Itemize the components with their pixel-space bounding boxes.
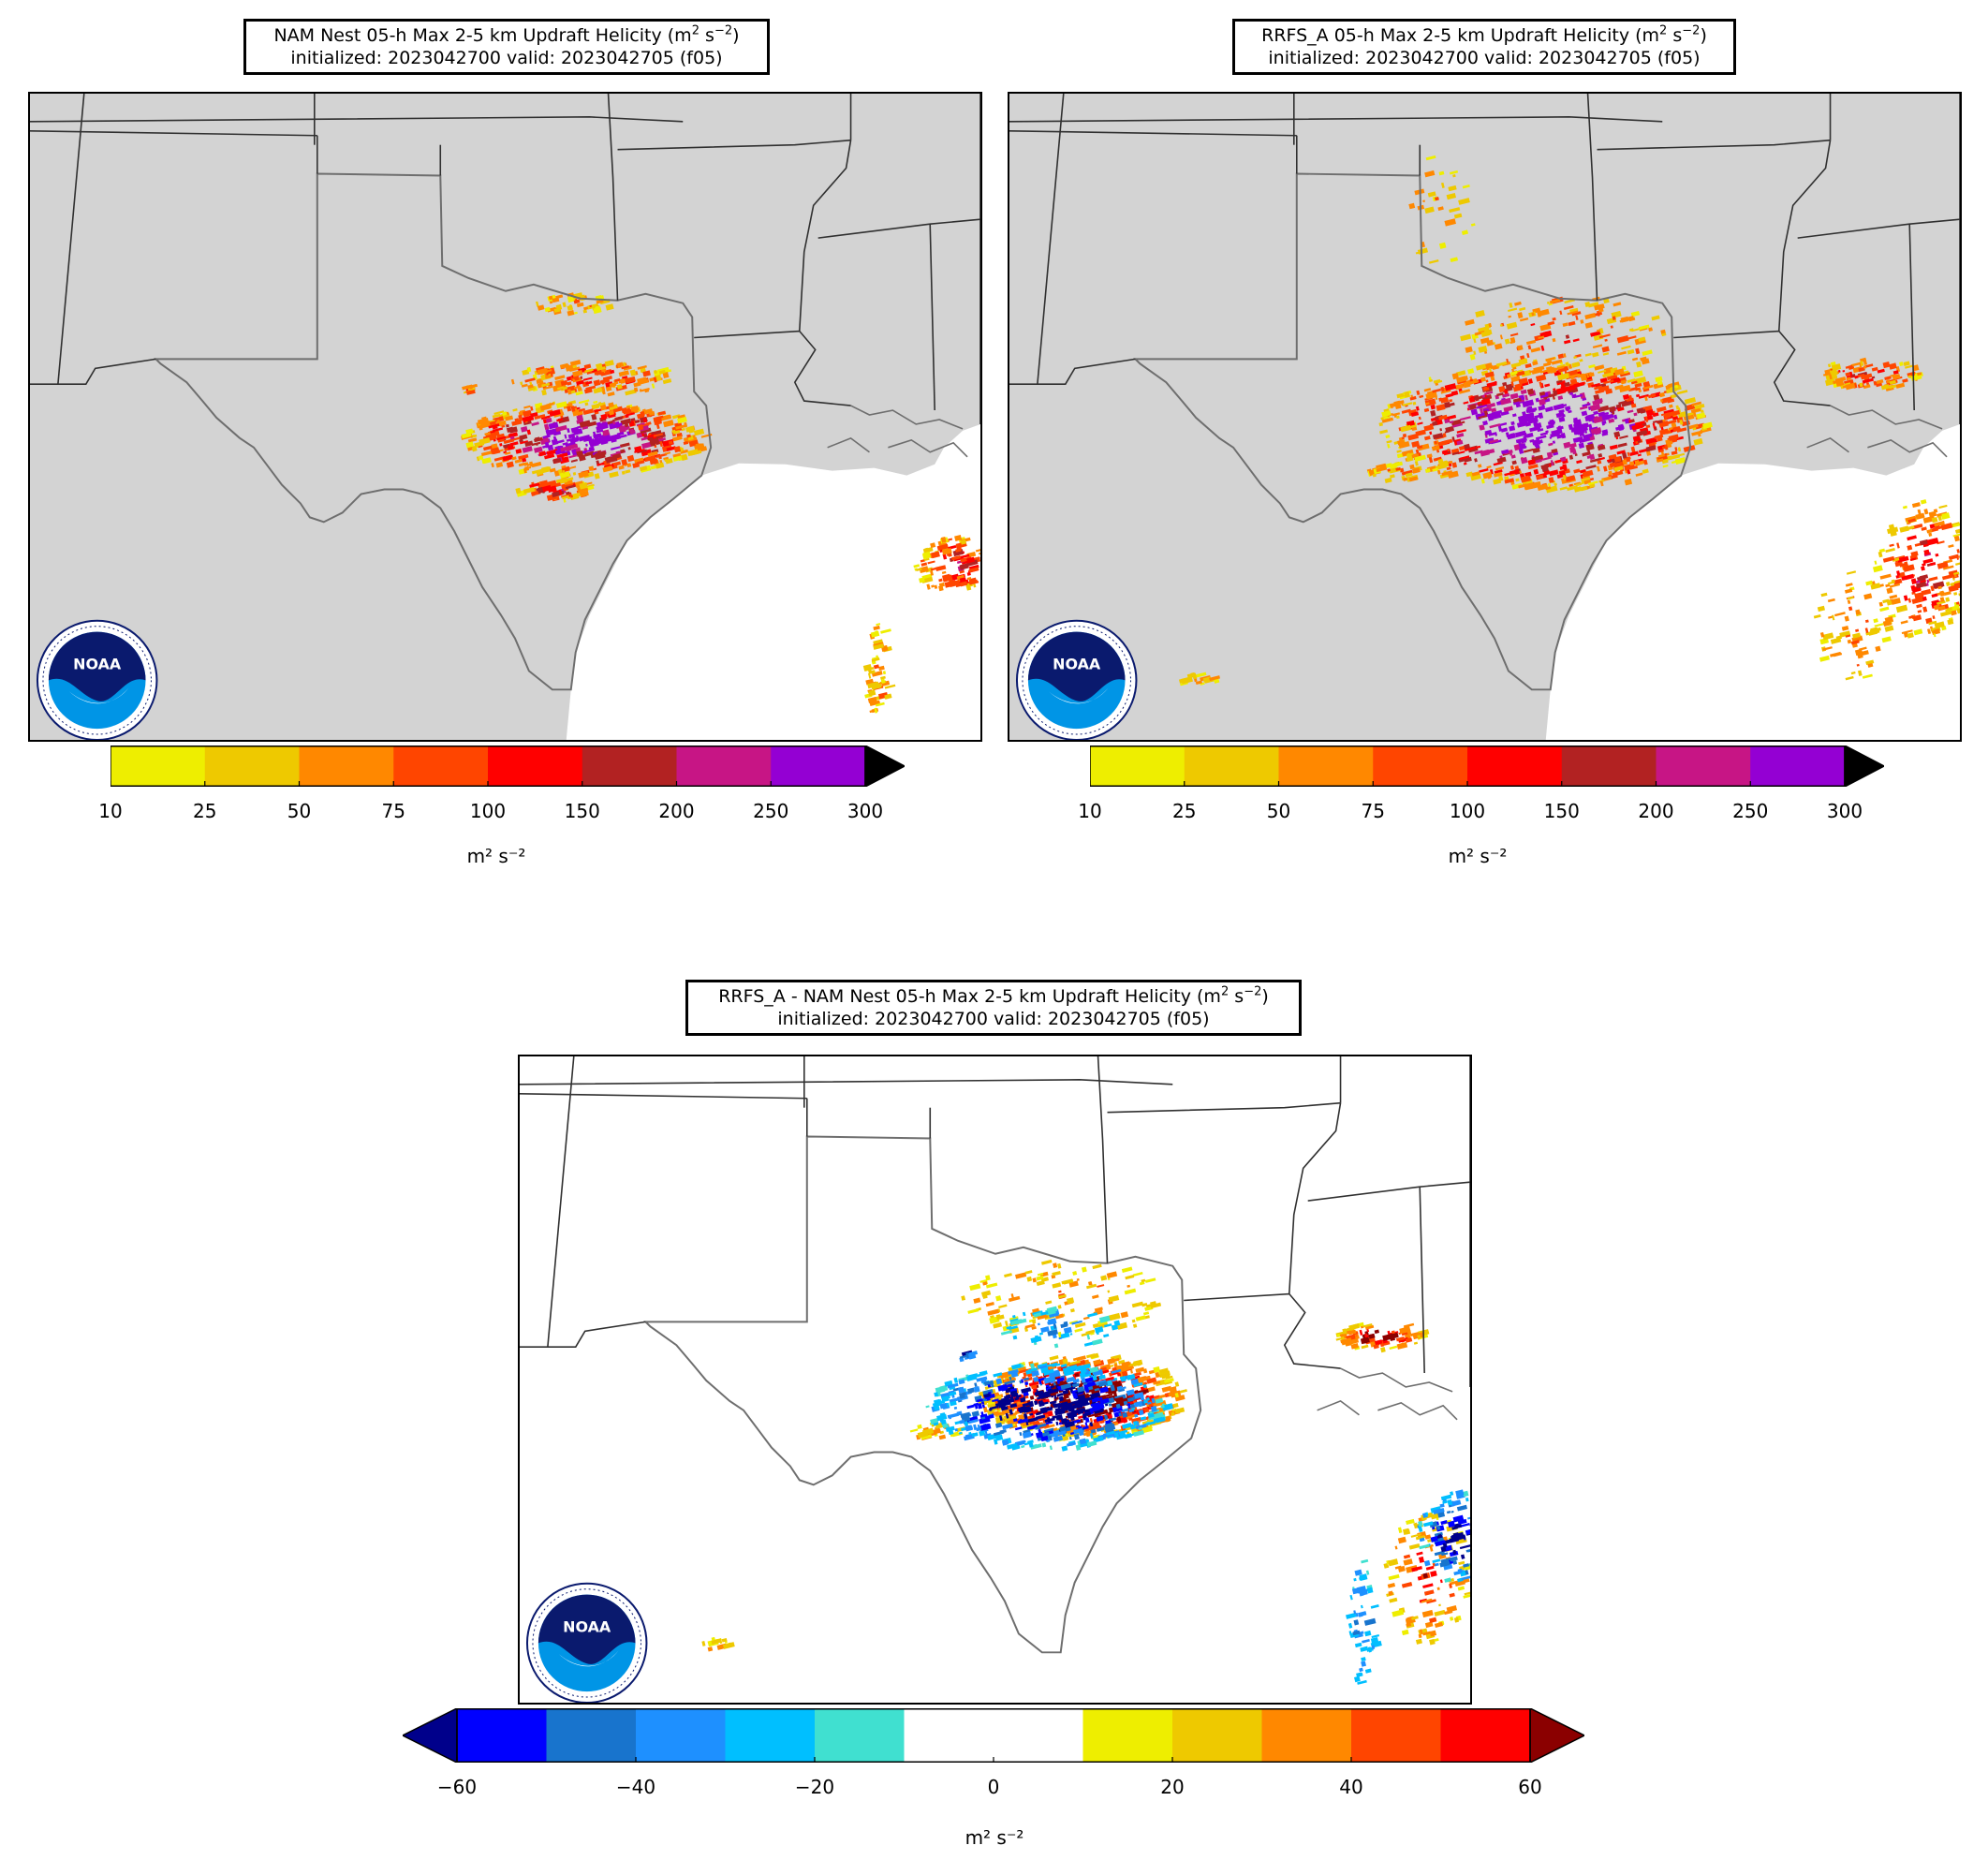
nam-colorbar-units: m² s⁻² <box>466 845 526 867</box>
nam-title-line2: initialized: 2023042700 valid: 202304270… <box>290 48 723 68</box>
colorbar-segment <box>1090 746 1185 787</box>
colorbar-tick-label: 300 <box>1826 800 1863 822</box>
helicity-field <box>701 1259 1470 1685</box>
colorbar-segment <box>994 1708 1083 1763</box>
colorbar-tick-label: −20 <box>794 1776 835 1798</box>
colorbar-segment <box>110 746 206 787</box>
rrfs-map: NOAA <box>1008 92 1962 742</box>
colorbar-tick-label: 150 <box>564 800 600 822</box>
noaa-logo: NOAA <box>525 1582 648 1703</box>
colorbar-tick-label: 40 <box>1339 1776 1363 1798</box>
colorbar-tick-label: −40 <box>615 1776 656 1798</box>
colorbar-extend-max <box>1529 1706 1586 1764</box>
colorbar-tick-label: 200 <box>1638 800 1674 822</box>
colorbar-tick-label: 200 <box>658 800 695 822</box>
colorbar-tick-label: 20 <box>1160 1776 1185 1798</box>
colorbar-tick-label: 25 <box>193 800 217 822</box>
colorbar-segment <box>1656 746 1751 787</box>
colorbar-tick-label: 100 <box>1449 800 1486 822</box>
colorbar-tick-label: 50 <box>1266 800 1291 822</box>
colorbar-segment <box>725 1708 816 1763</box>
colorbar-tick-label: 0 <box>987 1776 1000 1798</box>
colorbar-segment <box>299 746 394 787</box>
colorbar-tick-label: 75 <box>1361 800 1385 822</box>
colorbar-segment <box>546 1708 637 1763</box>
colorbar-segment <box>676 746 772 787</box>
colorbar-segment <box>1373 746 1468 787</box>
colorbar-segment <box>1172 1708 1262 1763</box>
texas-outline <box>643 1135 1202 1654</box>
colorbar-tick-label: 300 <box>847 800 884 822</box>
diff-title-line2: initialized: 2023042700 valid: 202304270… <box>777 1009 1210 1029</box>
colorbar-segment <box>1440 1708 1531 1763</box>
colorbar-extend-max <box>864 744 906 789</box>
colorbar-segment <box>457 1708 547 1763</box>
helicity-field <box>461 292 980 714</box>
colorbar-tick-label: 10 <box>98 800 123 822</box>
colorbar-segment <box>582 746 677 787</box>
colorbar-segment <box>1750 746 1846 787</box>
diff-map: NOAA <box>518 1055 1472 1705</box>
colorbar-extend-min <box>401 1706 458 1764</box>
colorbar-extend-max <box>1844 744 1886 789</box>
nam-map: NOAA <box>28 92 982 742</box>
colorbar-segment <box>204 746 300 787</box>
state-borders <box>520 1056 1470 1421</box>
rrfs-colorbar <box>1089 744 1886 789</box>
colorbar-tick-label: 50 <box>287 800 312 822</box>
colorbar-segment <box>771 746 866 787</box>
colorbar-segment <box>815 1708 905 1763</box>
land <box>520 1056 1470 1703</box>
colorbar-tick-label: 25 <box>1172 800 1197 822</box>
colorbar-segment <box>1351 1708 1441 1763</box>
noaa-logo: NOAA <box>36 619 158 740</box>
colorbar-segment <box>1082 1708 1173 1763</box>
rrfs-title-line1: RRFS_A 05-h Max 2-5 km Updraft Helicity <box>1261 25 1630 46</box>
texas-outline <box>154 172 713 691</box>
diff-colorbar-units: m² s⁻² <box>965 1826 1024 1849</box>
diff-title: RRFS_A - NAM Nest 05-h Max 2-5 km Updraf… <box>685 980 1302 1036</box>
state-borders <box>1009 94 1960 458</box>
colorbar-segment <box>393 746 489 787</box>
rrfs-colorbar-units: m² s⁻² <box>1448 845 1508 867</box>
diff-title-line1: RRFS_A - NAM Nest 05-h Max 2-5 km Updraf… <box>718 986 1191 1007</box>
nam-title: NAM Nest 05-h Max 2-5 km Updraft Helicit… <box>243 19 770 75</box>
colorbar-segment <box>636 1708 726 1763</box>
colorbar-segment <box>1261 1708 1352 1763</box>
texas-outline <box>1133 172 1692 691</box>
colorbar-tick-label: 75 <box>381 800 405 822</box>
colorbar-segment <box>1278 746 1374 787</box>
colorbar-segment <box>904 1708 994 1763</box>
nam-colorbar <box>110 744 906 789</box>
state-borders <box>30 94 980 458</box>
noaa-logo-text: NOAA <box>73 655 122 672</box>
colorbar-segment <box>1561 746 1657 787</box>
noaa-logo-text: NOAA <box>1053 655 1101 672</box>
noaa-logo-text: NOAA <box>563 1617 611 1635</box>
colorbar-segment <box>1184 746 1279 787</box>
colorbar-tick-label: 60 <box>1518 1776 1542 1798</box>
colorbar-tick-label: 250 <box>753 800 789 822</box>
rrfs-title-line2: initialized: 2023042700 valid: 202304270… <box>1268 48 1701 68</box>
colorbar-segment <box>488 746 583 787</box>
colorbar-tick-label: 100 <box>469 800 507 822</box>
diff-colorbar <box>401 1706 1586 1764</box>
noaa-logo: NOAA <box>1015 619 1138 740</box>
helicity-field <box>1178 155 1960 687</box>
colorbar-segment <box>1467 746 1563 787</box>
colorbar-tick-label: 250 <box>1732 800 1769 822</box>
colorbar-tick-label: −60 <box>436 1776 478 1798</box>
colorbar-tick-label: 150 <box>1543 800 1580 822</box>
rrfs-title: RRFS_A 05-h Max 2-5 km Updraft Helicity … <box>1232 19 1736 75</box>
colorbar-tick-label: 10 <box>1078 800 1102 822</box>
nam-title-line1: NAM Nest 05-h Max 2-5 km Updraft Helicit… <box>273 25 662 46</box>
